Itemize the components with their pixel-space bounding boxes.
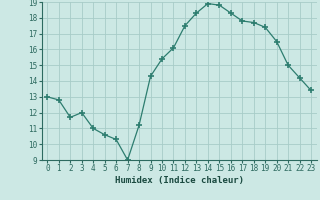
- X-axis label: Humidex (Indice chaleur): Humidex (Indice chaleur): [115, 176, 244, 185]
